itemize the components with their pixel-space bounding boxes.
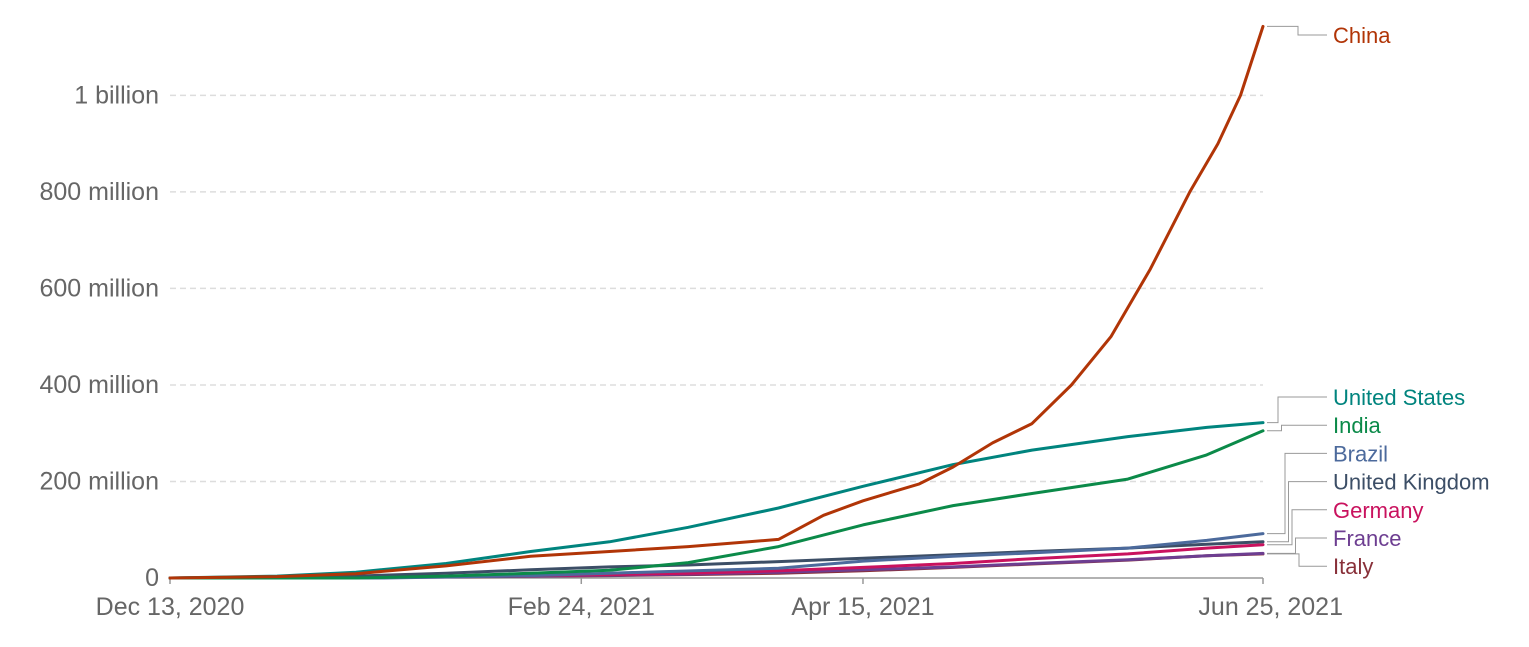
series-lines	[168, 24, 1265, 580]
leader-line-china	[1267, 25, 1327, 36]
leader-line-germany	[1267, 509, 1327, 546]
legend-label-china[interactable]: China	[1333, 23, 1391, 48]
x-axis: Dec 13, 2020 Feb 24, 2021 Apr 15, 2021 Jun …	[96, 577, 1343, 621]
legend-label-united-kingdom[interactable]: United Kingdom	[1333, 470, 1490, 495]
legend-leader-lines	[1267, 25, 1327, 567]
legend-labels: China United States India Brazil United King…	[1333, 23, 1490, 579]
y-tick-label: 200 million	[39, 467, 159, 495]
y-tick-label: 400 million	[39, 371, 159, 399]
leader-line-italy	[1267, 553, 1327, 567]
y-tick-label: 0	[145, 564, 159, 592]
series-line-brazil	[168, 532, 1265, 580]
leader-line-united-kingdom	[1267, 481, 1327, 543]
series-line-india	[168, 429, 1265, 580]
series-line-united-states	[168, 421, 1265, 580]
x-tick-label: Feb 24, 2021	[508, 593, 655, 621]
y-tick-label: 1 billion	[74, 81, 159, 109]
legend-label-germany[interactable]: Germany	[1333, 498, 1423, 523]
legend-label-brazil[interactable]: Brazil	[1333, 441, 1388, 466]
leader-line-united-states	[1267, 396, 1327, 424]
y-tick-label: 600 million	[39, 274, 159, 302]
x-tick-label: Jun 25, 2021	[1198, 593, 1343, 621]
legend-label-italy[interactable]: Italy	[1333, 554, 1373, 579]
legend-label-india[interactable]: India	[1333, 413, 1381, 438]
leader-line-brazil	[1267, 452, 1327, 535]
series-line-china	[168, 24, 1265, 580]
legend-label-united-states[interactable]: United States	[1333, 385, 1465, 410]
leader-line-france	[1267, 537, 1327, 554]
y-tick-label: 800 million	[39, 178, 159, 206]
legend-label-france[interactable]: France	[1333, 526, 1401, 551]
y-axis-tick-labels: 0 200 million 400 million 600 million 800 mi…	[39, 81, 159, 592]
x-tick-label: Dec 13, 2020	[96, 593, 245, 621]
gridlines	[170, 94, 1263, 483]
x-tick-label: Apr 15, 2021	[791, 593, 934, 621]
leader-line-india	[1267, 424, 1327, 432]
